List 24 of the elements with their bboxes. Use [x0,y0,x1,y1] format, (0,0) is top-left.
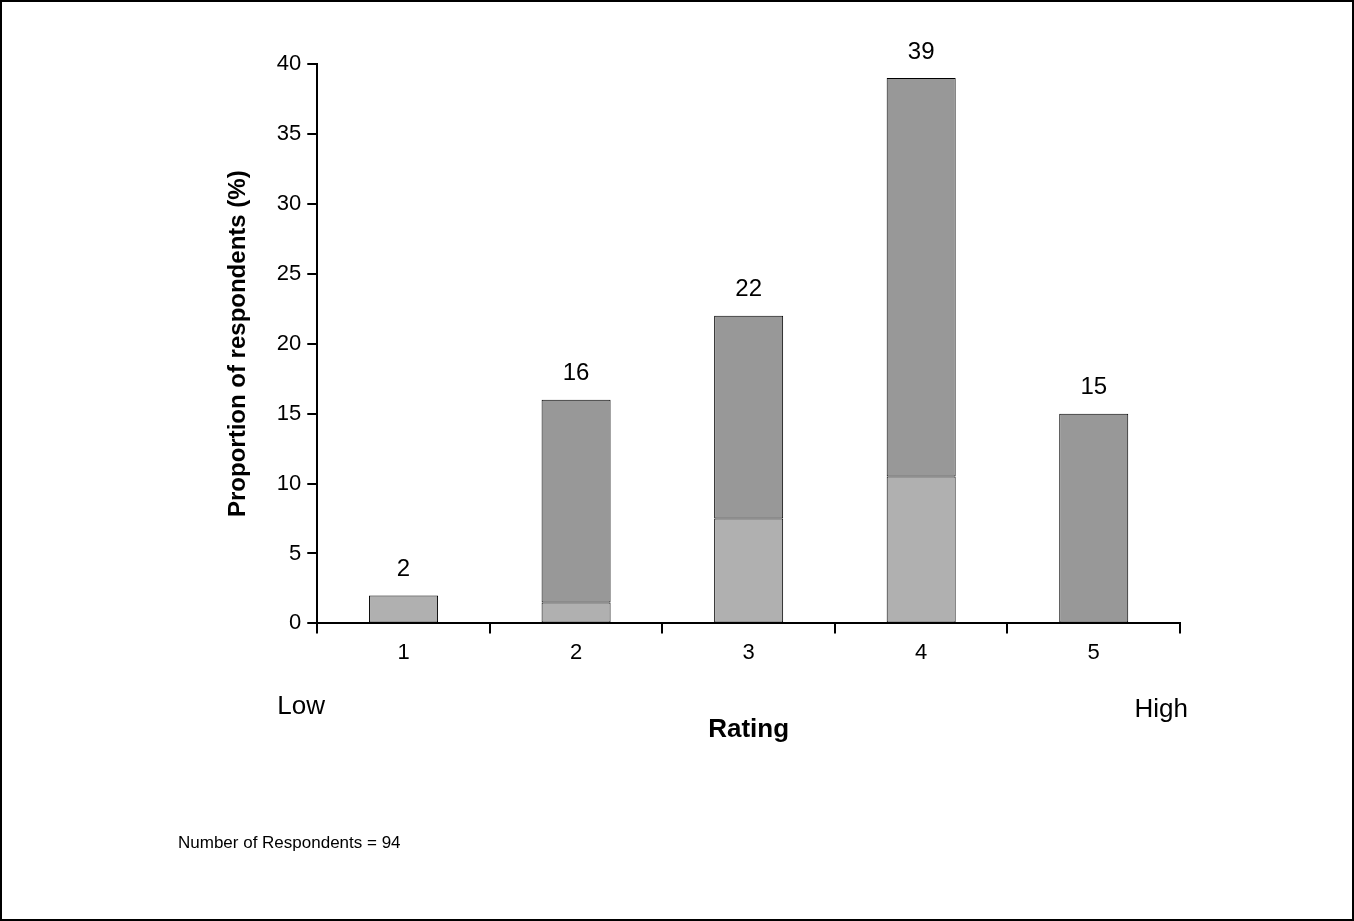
y-tick-label: 5 [289,539,302,565]
y-tick-label: 20 [276,329,302,355]
y-tick-label: 10 [276,469,302,495]
total-label: 2 [396,554,411,582]
x-tick-label: 4 [915,638,928,664]
y-tick-label: 35 [276,119,302,145]
y-axis-title: Proportion of respondents (%) [223,170,251,518]
x-axis-title: Rating [708,712,790,743]
text: Low [277,689,326,720]
total-label: 39 [907,36,935,64]
text: Number of Respondents = 94 [178,833,401,853]
y-tick-label: 0 [289,609,302,635]
total-label: 22 [735,274,762,302]
total-label: 15 [1080,372,1108,400]
text: High [1134,692,1188,723]
x-tick-label: 1 [397,638,410,664]
y-tick-label: 30 [276,189,302,215]
x-tick-label: 5 [1087,638,1100,664]
x-tick-label: 2 [569,638,583,664]
total-label: 16 [562,358,590,386]
y-tick-label: 40 [276,50,302,76]
x-tick-label: 3 [742,638,755,664]
y-tick-label: 25 [276,259,302,285]
y-tick-label: 15 [276,399,302,425]
